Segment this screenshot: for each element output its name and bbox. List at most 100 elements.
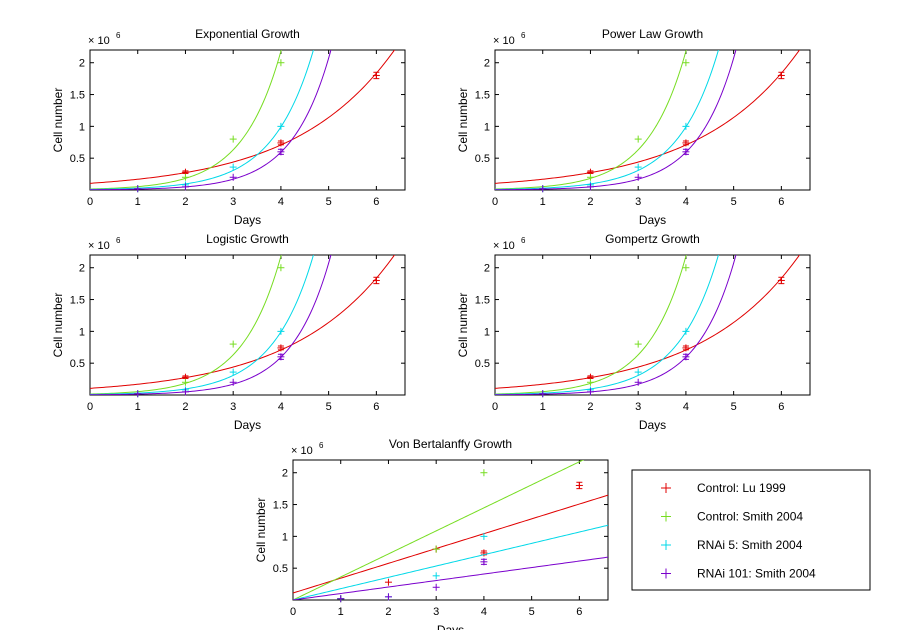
axis-multiplier-exponent: 6: [319, 441, 324, 450]
x-tick-label: 1: [135, 401, 141, 413]
fit-line: [495, 255, 719, 395]
y-tick-label: 0.5: [273, 563, 288, 575]
data-point: [181, 388, 189, 396]
x-tick-label: 0: [87, 401, 93, 413]
axes-frame: [89, 49, 406, 191]
data-point: [277, 264, 285, 272]
legend-item: Control: Smith 2004: [661, 510, 803, 524]
x-tick-label: 1: [338, 606, 344, 618]
fit-line: [90, 50, 282, 190]
axis-multiplier-base: × 10: [493, 35, 515, 47]
data-point: [229, 368, 237, 376]
fit-line: [293, 524, 608, 600]
data-point: [229, 173, 237, 181]
data-point: [181, 373, 189, 381]
x-tick-label: 4: [683, 401, 689, 413]
y-axis-label: Cell number: [51, 88, 65, 153]
y-tick-label: 1.5: [70, 295, 85, 307]
x-tick-label: 2: [182, 196, 188, 208]
x-tick-label: 2: [182, 401, 188, 413]
y-tick-label: 2: [484, 58, 490, 70]
y-axis-label: Cell number: [51, 293, 65, 358]
data-point: [777, 71, 785, 80]
x-tick-label: 5: [731, 401, 737, 413]
data-point: [181, 173, 189, 181]
data-point: [634, 135, 642, 143]
x-tick-label: 5: [529, 606, 535, 618]
y-tick-label: 0.5: [70, 358, 85, 370]
axis-multiplier-exponent: 6: [116, 31, 121, 40]
data-point: [586, 373, 594, 381]
data-point: [586, 173, 594, 181]
legend-label: Control: Smith 2004: [697, 510, 803, 524]
data-point: [277, 353, 285, 361]
x-tick-label: 0: [492, 196, 498, 208]
fit-line: [90, 255, 396, 389]
data-point: [384, 578, 392, 586]
legend-item: RNAi 5: Smith 2004: [661, 538, 803, 552]
axis-multiplier-base: × 10: [88, 35, 110, 47]
axes-frame: [494, 49, 811, 191]
fit-line: [293, 556, 608, 600]
x-tick-label: 6: [778, 196, 784, 208]
data-point: [682, 344, 690, 352]
y-tick-label: 1.5: [273, 500, 288, 512]
subplot-4: 0 1 2 3 4 5 6 0.5 1 1.5 2 Gompertz Growth Days Cell n…: [456, 232, 811, 432]
x-axis-label: Days: [639, 213, 666, 227]
y-tick-label: 1: [79, 121, 85, 133]
data-point: [229, 135, 237, 143]
chart-title: Exponential Growth: [195, 27, 300, 41]
axis-multiplier-base: × 10: [291, 445, 313, 457]
data-point: [480, 532, 488, 540]
subplots-container: 0 1 2 3 4 5 6 0.5 1 1.5 2 Exponential Growth Days Cel…: [51, 27, 811, 630]
y-tick-label: 2: [282, 468, 288, 480]
data-point: [682, 148, 690, 156]
chart-title: Power Law Growth: [602, 27, 703, 41]
data-point: [432, 572, 440, 580]
y-tick-label: 0.5: [475, 358, 490, 370]
y-tick-label: 1: [484, 121, 490, 133]
x-tick-label: 0: [492, 401, 498, 413]
y-tick-label: 2: [484, 263, 490, 275]
legend-label: Control: Lu 1999: [697, 481, 786, 495]
fit-line: [90, 50, 396, 184]
data-point: [682, 327, 690, 335]
fit-line: [90, 50, 332, 190]
data-point: [384, 593, 392, 601]
x-tick-label: 2: [587, 401, 593, 413]
data-point: [634, 173, 642, 181]
axes-frame: [89, 254, 406, 396]
data-point: [372, 71, 380, 80]
x-tick-label: 4: [278, 401, 284, 413]
x-tick-label: 6: [373, 401, 379, 413]
y-tick-label: 1.5: [70, 90, 85, 102]
data-point: [229, 340, 237, 348]
y-tick-label: 1.5: [475, 295, 490, 307]
chart-title: Logistic Growth: [206, 232, 289, 246]
y-tick-label: 0.5: [70, 153, 85, 165]
data-point: [432, 583, 440, 591]
data-point: [682, 122, 690, 130]
subplot-3: 0 1 2 3 4 5 6 0.5 1 1.5 2 Logistic Growth Days Cell n…: [51, 232, 406, 432]
x-tick-label: 5: [326, 401, 332, 413]
y-axis-label: Cell number: [456, 88, 470, 153]
legend-box: [631, 469, 871, 591]
fit-line: [495, 50, 737, 190]
data-point: [372, 276, 380, 285]
data-point: [586, 168, 594, 176]
data-point: [575, 481, 583, 490]
axes-frame: [494, 254, 811, 396]
data-point: [134, 185, 142, 193]
data-point: [586, 378, 594, 386]
x-axis-label: Days: [234, 418, 261, 432]
data-point: [634, 340, 642, 348]
data-point: [229, 378, 237, 386]
y-tick-label: 1.5: [475, 90, 490, 102]
data-point: [277, 327, 285, 335]
axis-multiplier-exponent: 6: [116, 236, 121, 245]
data-point: [634, 378, 642, 386]
data-point: [277, 59, 285, 67]
x-tick-label: 6: [373, 196, 379, 208]
legend: Control: Lu 1999 Control: Smith 2004 RNAi …: [631, 469, 871, 591]
data-point: [432, 545, 440, 553]
